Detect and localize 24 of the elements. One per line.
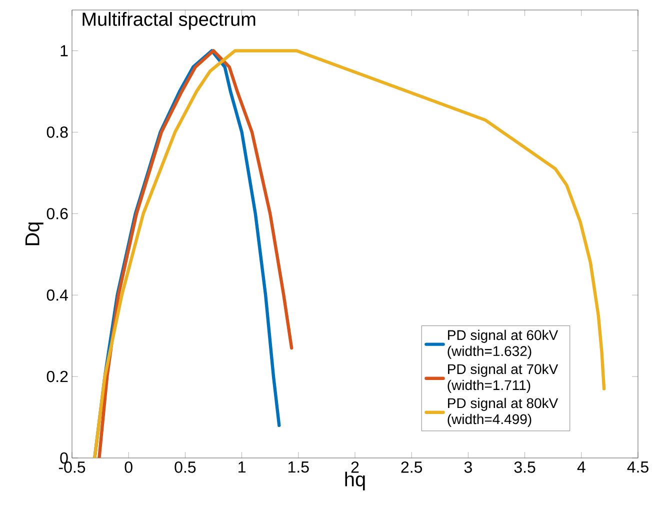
chart-title: Multifractal spectrum: [82, 12, 256, 30]
x-tick-label: 1.5: [288, 462, 309, 473]
legend-label: PD signal at 80kV (width=4.499): [448, 398, 558, 427]
legend-label: PD signal at 70kV (width=1.711): [448, 364, 558, 393]
y-tick-label: 0.6: [46, 208, 68, 220]
line-series: [93, 49, 606, 458]
y-axis-title: Dq: [25, 222, 44, 246]
x-tick-label: 0: [124, 462, 132, 473]
x-tick-label: 4.5: [627, 462, 648, 473]
legend-label: PD signal at 60kV (width=1.632): [448, 330, 558, 359]
x-tick-label: 2: [351, 462, 359, 473]
x-tick-label: 1: [238, 462, 246, 473]
y-tick-label: 0.4: [46, 289, 68, 301]
x-tick-label: 3.5: [514, 462, 536, 473]
y-tick-label: 0.8: [46, 126, 68, 138]
y-tick-label: 0.2: [46, 370, 68, 382]
x-axis-title: hq: [345, 472, 365, 490]
x-tick-label: 0.5: [174, 462, 196, 473]
x-tick-label: 3: [464, 462, 472, 473]
x-tick-label: 2.5: [401, 462, 422, 473]
x-tick-label: 4: [577, 462, 586, 473]
y-tick-label: 0: [60, 452, 68, 464]
y-tick-label: 1: [60, 45, 68, 56]
x-tick-label: -0.5: [58, 462, 86, 473]
